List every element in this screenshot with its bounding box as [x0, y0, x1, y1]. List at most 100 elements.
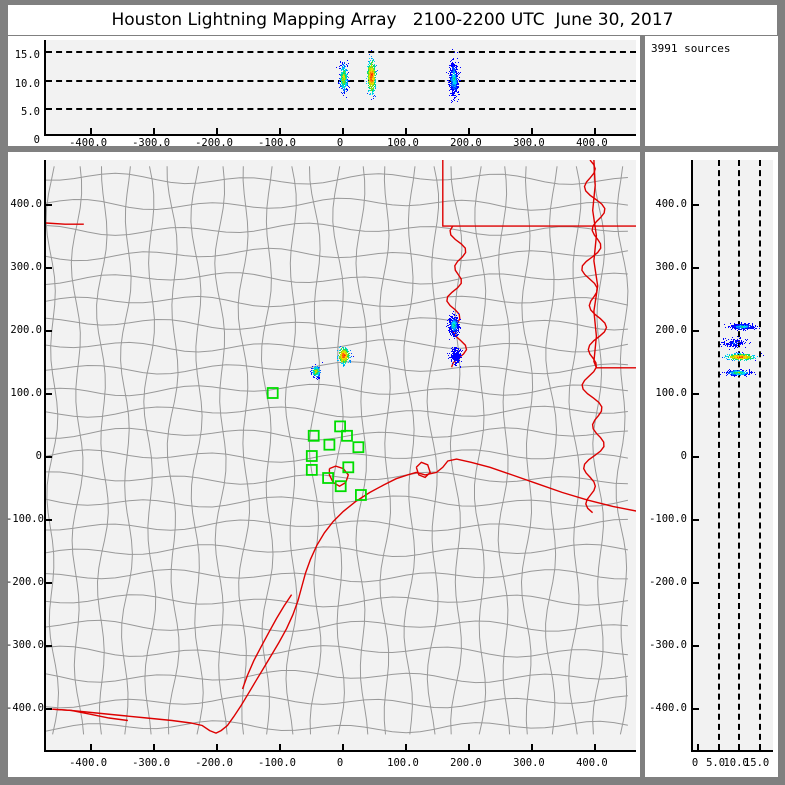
lightning-source-point [740, 355, 742, 357]
lightning-source-point [372, 79, 374, 81]
altitude-vs-north-plotarea[interactable] [691, 160, 773, 752]
x-tickmark [153, 128, 156, 134]
lightning-source-point [449, 330, 450, 331]
lightning-source-point [342, 356, 343, 358]
lightning-source-point [371, 73, 373, 75]
lightning-source-point [451, 82, 453, 84]
lma-station-marker [305, 450, 318, 462]
lightning-source-point [458, 93, 460, 95]
lightning-source-point [737, 341, 739, 343]
lightning-source-point [342, 352, 344, 354]
lightning-source-point [746, 359, 748, 361]
lightning-source-point [343, 352, 345, 354]
lightning-source-point [455, 78, 456, 80]
lightning-source-point [369, 64, 371, 66]
lightning-source-point [745, 324, 747, 326]
lightning-source-point [339, 356, 341, 358]
county-boundary [332, 166, 345, 735]
lightning-source-point [341, 69, 343, 71]
plan-view-map-plotarea[interactable] [44, 160, 636, 752]
lightning-source-point [346, 96, 348, 98]
lightning-source-point [312, 376, 314, 378]
lightning-source-point [732, 375, 734, 377]
y-tick-label: 400.0 [655, 198, 687, 211]
state-boundary [591, 160, 636, 369]
lightning-source-point [343, 362, 345, 364]
county-boundary [46, 317, 628, 331]
lightning-source-point [449, 73, 451, 75]
lightning-source-point [370, 62, 372, 64]
lightning-source-point [373, 79, 375, 81]
lightning-source-point [342, 71, 344, 72]
lightning-source-point [453, 85, 455, 87]
lightning-source-point [370, 88, 372, 90]
lightning-source-point [452, 77, 454, 79]
lightning-source-point [449, 75, 451, 77]
lightning-source-point [369, 67, 371, 69]
lightning-source-point [456, 324, 458, 326]
lightning-source-point [316, 366, 317, 368]
lightning-source-point [451, 317, 453, 319]
lightning-source-point [451, 335, 453, 337]
lightning-source-point [343, 63, 345, 65]
lightning-source-point [338, 67, 340, 69]
lightning-source-point [318, 371, 320, 373]
lightning-source-point [344, 355, 345, 357]
lightning-source-point [368, 79, 370, 81]
lightning-source-point [371, 90, 373, 92]
lightning-source-point [374, 76, 376, 78]
lightning-source-point [369, 70, 371, 71]
plan-view-map-panel: 400.0 300.0 200.0 100.0 0 -100.0 -200.0 -300.0-… [6, 152, 640, 777]
lightning-source-point [719, 373, 721, 375]
lightning-source-point [457, 87, 459, 89]
lightning-source-point [374, 64, 376, 66]
gridline-vertical [717, 160, 720, 750]
lightning-source-point [346, 348, 348, 350]
lightning-source-point [373, 74, 375, 76]
lightning-source-point [451, 322, 453, 324]
lightning-source-point [451, 72, 453, 74]
lightning-source-point [452, 311, 454, 313]
lightning-source-point [370, 75, 372, 77]
lightning-source-point [455, 77, 457, 79]
lightning-source-point [448, 85, 450, 87]
altitude-vs-east-plotarea[interactable] [44, 40, 636, 136]
lightning-source-point [340, 353, 342, 355]
lightning-source-point [372, 86, 374, 87]
lightning-source-point [455, 70, 457, 72]
lightning-source-point [455, 328, 457, 330]
x-tickmark [404, 128, 407, 134]
lightning-source-point [455, 347, 457, 349]
lightning-source-point [742, 326, 744, 327]
lightning-source-point [453, 99, 454, 100]
lightning-source-point [346, 72, 348, 74]
lightning-source-point [344, 93, 345, 95]
lightning-source-point [339, 81, 341, 83]
altitude-vs-east-panel: 0 5.0 10.0 15.0 -400.0 -300.0 -200.0 -100.0 0 100… [8, 36, 640, 149]
lightning-source-point [452, 88, 454, 90]
lightning-source-point [313, 368, 315, 370]
lightning-source-point [344, 79, 346, 81]
lightning-source-point [339, 67, 341, 69]
lightning-source-point [449, 323, 451, 325]
lightning-source-point [458, 326, 460, 328]
title-bar: Houston Lightning Mapping Array 2100-220… [8, 5, 777, 35]
county-boundary [46, 594, 628, 608]
lightning-source-point [319, 370, 320, 372]
county-boundary [46, 339, 628, 353]
county-boundary [46, 427, 628, 441]
x-tick-label: -100.0 [258, 137, 296, 149]
lightning-source-point [345, 350, 347, 352]
lightning-source-point [374, 70, 376, 72]
lightning-source-point [340, 353, 342, 355]
lightning-source-point [451, 101, 452, 103]
lightning-source-point [341, 77, 343, 79]
lightning-source-point [343, 70, 345, 72]
lightning-source-point [753, 328, 755, 330]
lightning-source-point [452, 82, 454, 84]
lightning-source-point [342, 72, 344, 73]
lightning-source-point [343, 66, 345, 68]
lightning-source-point [370, 67, 372, 69]
lightning-source-point [456, 76, 458, 78]
lightning-source-point [346, 59, 348, 61]
